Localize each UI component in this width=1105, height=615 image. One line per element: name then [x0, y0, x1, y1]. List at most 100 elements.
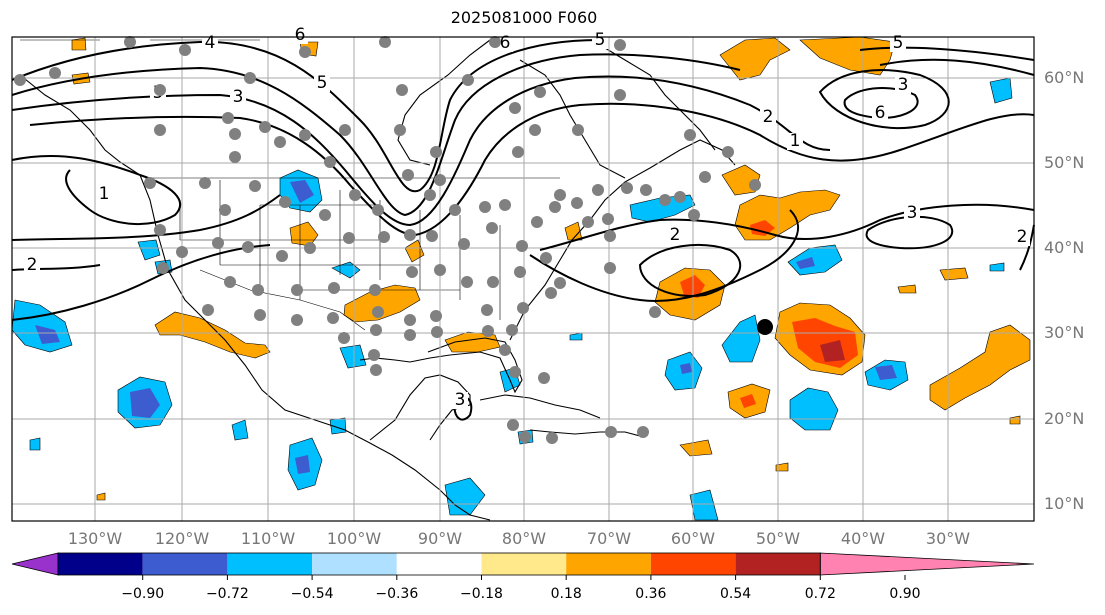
station-marker: [242, 241, 254, 253]
station-marker: [549, 201, 561, 213]
colorbar-segment: [650, 553, 736, 575]
station-marker: [519, 431, 531, 443]
station-marker: [224, 276, 236, 288]
station-marker: [369, 284, 381, 296]
station-marker: [684, 129, 696, 141]
contour-label: 6: [295, 25, 306, 45]
station-marker: [487, 276, 499, 288]
station-marker: [499, 199, 511, 211]
station-marker: [14, 74, 26, 86]
station-marker: [674, 191, 686, 203]
colorbar-tick-label: 0.72: [804, 586, 836, 602]
longitude-label: 60°W: [670, 529, 716, 548]
longitude-label: 30°W: [925, 529, 971, 548]
latitude-label: 30°N: [1044, 323, 1085, 342]
longitude-label: 50°W: [755, 529, 801, 548]
contour-label: 6: [500, 33, 511, 53]
station-marker: [688, 209, 700, 221]
station-marker: [276, 250, 288, 262]
station-marker: [614, 89, 626, 101]
colorbar-tick-label: −0.90: [121, 586, 165, 602]
colorbar-segment: [481, 553, 567, 575]
station-marker: [124, 36, 136, 48]
station-marker: [649, 306, 661, 318]
colorbar: [11, 552, 1035, 580]
contour-label: 3: [898, 75, 909, 95]
station-marker: [338, 332, 350, 344]
station-marker: [299, 46, 311, 58]
station-marker: [372, 306, 384, 318]
station-marker: [479, 201, 491, 213]
station-marker: [254, 309, 266, 321]
station-marker: [516, 240, 528, 252]
station-marker: [458, 238, 470, 250]
station-marker: [486, 222, 498, 234]
station-marker: [538, 372, 550, 384]
station-marker: [659, 194, 671, 206]
station-marker: [49, 67, 61, 79]
colorbar-segment: [735, 553, 821, 575]
station-marker: [582, 216, 594, 228]
station-marker: [529, 124, 541, 136]
station-marker: [249, 180, 261, 192]
station-marker: [509, 102, 521, 114]
colorbar-tick-label: 0.54: [720, 586, 752, 602]
station-marker: [274, 136, 286, 148]
contour-label: 5: [595, 30, 606, 50]
station-marker: [404, 329, 416, 341]
station-marker: [434, 174, 446, 186]
station-marker: [424, 189, 436, 201]
colorbar-segment: [227, 553, 313, 575]
latitude-label: 40°N: [1044, 238, 1085, 257]
station-marker: [572, 124, 584, 136]
contour-lines: [11, 39, 1035, 421]
contour-label: 3: [455, 390, 466, 410]
station-marker: [319, 209, 331, 221]
station-marker: [343, 232, 355, 244]
shaded-anomalies: [11, 36, 1031, 521]
colorbar-segment: [566, 553, 651, 575]
station-marker: [379, 36, 391, 48]
station-marker: [202, 304, 214, 316]
station-marker: [372, 204, 384, 216]
station-marker: [229, 128, 241, 140]
station-marker: [154, 224, 166, 236]
contour-labels: 345656556321122323: [24, 25, 1030, 410]
colorbar-segment: [396, 553, 482, 575]
station-marker: [540, 252, 552, 264]
contour-label: 5: [893, 33, 904, 53]
colorbar-segment: [58, 553, 143, 575]
station-marker: [244, 72, 256, 84]
station-marker: [279, 196, 291, 208]
station-marker: [144, 177, 156, 189]
station-marker: [489, 36, 501, 48]
station-marker: [449, 204, 461, 216]
station-marker: [394, 124, 406, 136]
contour-label: 4: [205, 33, 216, 53]
longitude-label: 90°W: [417, 529, 463, 548]
station-marker: [461, 276, 473, 288]
station-marker: [328, 282, 340, 294]
colorbar-tick-label: −0.54: [290, 586, 334, 602]
contour-label: 1: [790, 131, 801, 151]
station-marker: [512, 146, 524, 158]
station-marker: [404, 229, 416, 241]
station-marker: [462, 74, 474, 86]
latitude-label: 10°N: [1044, 494, 1085, 513]
station-marker: [291, 314, 303, 326]
station-marker: [222, 112, 234, 124]
contour-label: 6: [875, 103, 886, 123]
station-marker: [637, 426, 649, 438]
colorbar-tick-label: 0.90: [889, 586, 921, 602]
station-marker: [546, 432, 558, 444]
station-marker: [396, 84, 408, 96]
colorbar-tick-label: 0.36: [635, 586, 667, 602]
contour-label: 3: [907, 203, 918, 223]
longitude-label: 100°W: [326, 529, 382, 548]
coastlines: [19, 39, 736, 521]
station-marker: [219, 204, 231, 216]
longitude-label: 80°W: [501, 529, 547, 548]
station-marker: [605, 426, 617, 438]
station-marker: [507, 419, 519, 431]
station-marker: [640, 184, 652, 196]
